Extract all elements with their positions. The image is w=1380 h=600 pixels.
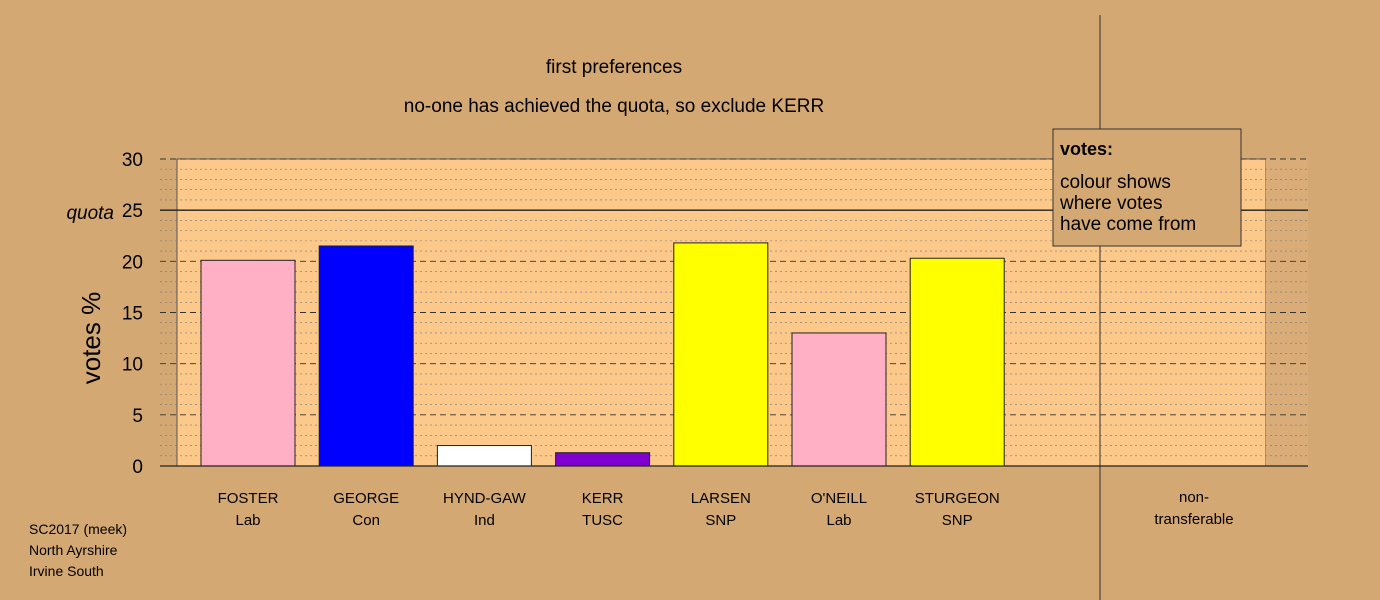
candidate-party: SNP <box>705 512 736 529</box>
bar-hyndgaw <box>436 445 532 467</box>
legend-box <box>1052 128 1242 247</box>
candidate-name: STURGEON <box>915 490 1000 507</box>
footer-line: North Ayrshire <box>29 542 118 558</box>
candidate-name: HYND-GAW <box>443 490 527 507</box>
y-tick-label: 10 <box>122 355 143 376</box>
y-axis-label: votes % <box>76 292 106 385</box>
bar-oneill <box>791 332 887 467</box>
legend-line: have come from <box>1060 214 1196 235</box>
candidate-name: O'NEILL <box>811 490 867 507</box>
y-tick-label: 30 <box>122 150 143 171</box>
y-tick-labels: 0 5 10 15 20 25 30 <box>122 150 143 478</box>
y-tick-label: 20 <box>122 252 143 273</box>
legend-line: where votes <box>1059 193 1162 214</box>
x-tick-labels: FOSTER Lab GEORGE Con HYND-GAW Ind KERR TUSC LAR… <box>218 489 1234 529</box>
bar-foster <box>200 259 296 467</box>
quota-label: quota <box>66 203 114 224</box>
candidate-party: Ind <box>474 512 495 529</box>
bar-kerr <box>555 452 651 467</box>
footer: SC2017 (meek) North Ayrshire Irvine Sout… <box>29 521 127 579</box>
non-transferable-label: non- <box>1179 489 1209 506</box>
non-transferable-label: transferable <box>1154 511 1233 528</box>
y-tick-label: 25 <box>122 201 143 222</box>
footer-line: Irvine South <box>29 563 104 579</box>
bar-george <box>318 245 414 467</box>
chart-subtitle: no-one has achieved the quota, so exclud… <box>404 96 824 117</box>
candidate-name: KERR <box>582 490 624 507</box>
candidate-party: Con <box>352 512 380 529</box>
legend-heading: votes: <box>1060 139 1113 159</box>
bars <box>200 242 1005 467</box>
candidate-name: FOSTER <box>218 490 279 507</box>
bar-larsen <box>673 242 769 467</box>
candidate-party: SNP <box>942 512 973 529</box>
candidate-name: LARSEN <box>691 490 751 507</box>
candidate-name: GEORGE <box>333 490 399 507</box>
y-tick-label: 0 <box>132 457 143 478</box>
bar-sturgeon <box>909 257 1005 467</box>
y-tick-label: 5 <box>132 406 143 427</box>
candidate-party: Lab <box>235 512 260 529</box>
legend-line: colour shows <box>1060 172 1171 193</box>
chart-title: first preferences <box>546 57 682 78</box>
candidate-party: TUSC <box>582 512 623 529</box>
y-tick-label: 15 <box>122 304 143 325</box>
footer-line: SC2017 (meek) <box>29 521 127 537</box>
candidate-party: Lab <box>826 512 851 529</box>
legend: votes: colour shows where votes have com… <box>1052 128 1242 247</box>
